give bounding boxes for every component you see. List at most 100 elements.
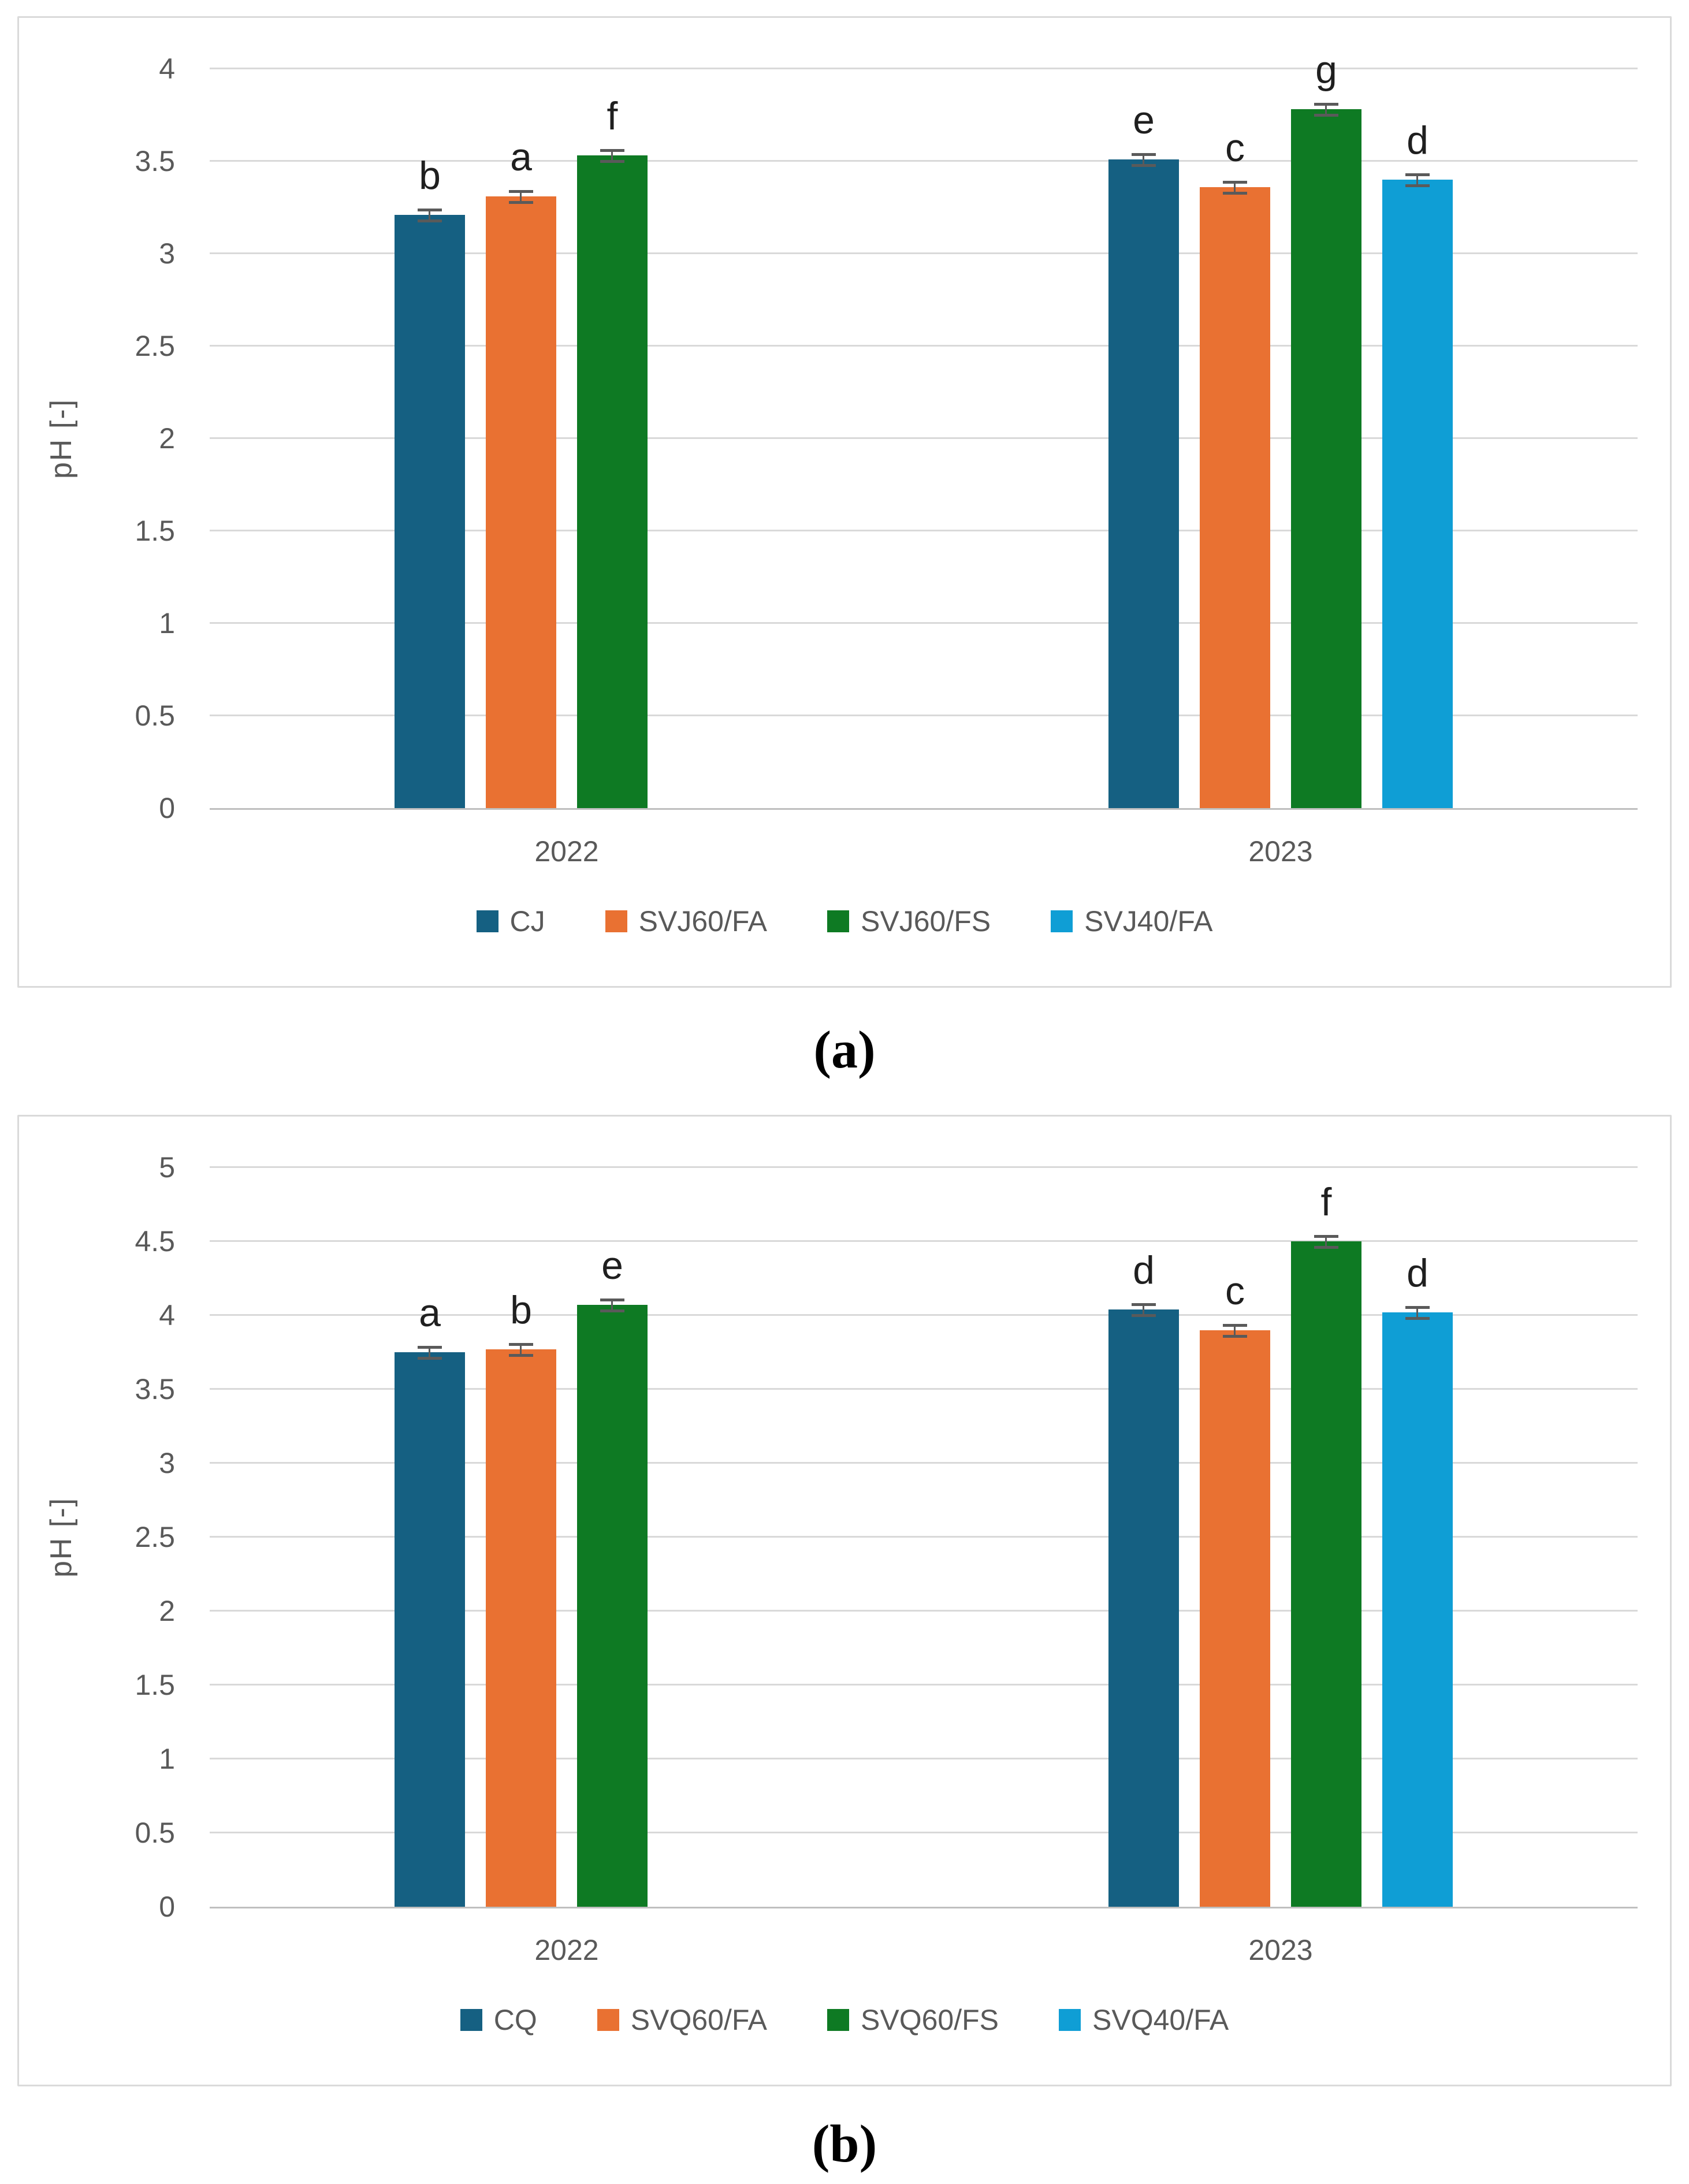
error-bar: [1132, 1303, 1156, 1317]
legend-swatch-icon: [1051, 910, 1073, 932]
y-tick-label: 3.5: [135, 145, 175, 177]
y-tick-label: 0: [159, 1891, 175, 1923]
gridline: [210, 1166, 1638, 1168]
legend-label: SVQ60/FA: [630, 2004, 767, 2036]
plot-area-a: 0 0.5 1 1.5 2 2.5 3 3.5 4 pH [-] b a f e c g d: [44, 50, 1638, 824]
y-tick-label: 2: [159, 422, 175, 455]
legend-item-CJ: CJ: [476, 905, 545, 937]
bar-slot: d: [1108, 1251, 1179, 1907]
bar-SVQ60/FA-2023: c: [1200, 1271, 1270, 1907]
y-tick-label: 2.5: [135, 330, 175, 362]
error-bar: [1223, 181, 1247, 195]
significance-letter: c: [1225, 1269, 1245, 1313]
significance-letter: f: [1320, 1180, 1332, 1224]
bar-SVJ40/FA-2023: d: [1382, 121, 1453, 808]
y-tick-label: 3: [159, 237, 175, 270]
significance-letter: b: [419, 154, 441, 198]
legend-swatch-icon: [460, 2009, 482, 2031]
y-axis-label: pH [-]: [44, 398, 78, 479]
y-tick-label: 1.5: [135, 515, 175, 547]
error-bar: [418, 209, 442, 222]
bar-SVQ60/FS-2023: f: [1291, 1182, 1361, 1907]
gridline: [210, 68, 1638, 69]
bar-slot: e: [1108, 101, 1179, 808]
bar-slot: a: [486, 137, 556, 808]
x-category-label: 2022: [534, 1934, 599, 1966]
bar-SVJ60/FS-2022: f: [577, 96, 648, 808]
error-bar: [1405, 173, 1430, 187]
y-tick-label: 3: [159, 1447, 175, 1479]
x-category-label: 2023: [1248, 1934, 1313, 1966]
bar-group-2023: d c f d: [924, 1167, 1638, 1907]
gridline: [210, 1684, 1638, 1686]
significance-letter: b: [510, 1288, 532, 1332]
legend-item-SVQ60/FA: SVQ60/FA: [597, 2006, 767, 2034]
bar-slot: c: [1200, 1271, 1270, 1907]
legend-label: SVJ60/FA: [638, 905, 767, 937]
gridline: [210, 252, 1638, 254]
y-tick-label: 5: [159, 1151, 175, 1184]
significance-letter: e: [601, 1244, 623, 1288]
legend-label: SVQ40/FA: [1092, 2004, 1229, 2036]
gridline: [210, 1610, 1638, 1612]
y-tick-label: 0.5: [135, 700, 175, 732]
significance-letter: e: [1133, 98, 1155, 142]
legend-swatch-icon: [827, 2009, 849, 2031]
bar-CQ-2022: a: [395, 1293, 465, 1907]
bar-CJ-2022: b: [395, 156, 465, 808]
x-category-label: 2023: [1248, 835, 1313, 868]
bar-slot: b: [395, 156, 465, 808]
bar-slot: c: [1200, 128, 1270, 808]
bar-slot: d: [1382, 1253, 1453, 1907]
gridline: [210, 1462, 1638, 1464]
bar-group-2023: e c g d: [924, 50, 1638, 808]
bar-slot: e: [577, 1246, 648, 1907]
legend-b: CQ SVQ60/FA SVQ60/FS SVQ40/FA: [36, 2006, 1653, 2034]
legend-item-SVQ40/FA: SVQ40/FA: [1059, 2006, 1229, 2034]
y-tick-label: 2.5: [135, 1521, 175, 1553]
gridline: [210, 1240, 1638, 1242]
legend-label: CQ: [493, 2004, 537, 2036]
x-category-label: 2022: [534, 835, 599, 868]
gridline: [210, 1536, 1638, 1538]
gridline: [210, 1758, 1638, 1759]
error-bar: [418, 1346, 442, 1360]
gridline: [210, 1832, 1638, 1833]
y-tick-label: 4: [159, 1299, 175, 1331]
y-tick-label: 1: [159, 1743, 175, 1775]
bar-slot: g: [1291, 50, 1361, 808]
error-bar: [600, 1299, 624, 1312]
gridline: [210, 1314, 1638, 1316]
error-bar: [1314, 103, 1338, 117]
y-tick-label: 3.5: [135, 1373, 175, 1405]
significance-letter: d: [1407, 1251, 1428, 1295]
x-axis-labels: 2022 2023: [210, 1933, 1638, 1967]
bar-slot: d: [1382, 121, 1453, 808]
significance-letter: d: [1133, 1248, 1155, 1292]
significance-letter: f: [607, 94, 618, 138]
significance-letter: d: [1407, 118, 1428, 162]
caption-b: (b): [812, 2114, 877, 2173]
significance-letter: a: [419, 1291, 441, 1335]
y-tick-label: 2: [159, 1595, 175, 1627]
bar-CQ-2023: d: [1108, 1251, 1179, 1907]
bar-SVJ60/FS-2023: g: [1291, 50, 1361, 808]
gridline: [210, 345, 1638, 347]
legend-label: SVJ60/FS: [861, 905, 991, 937]
legend-label: SVJ40/FA: [1084, 905, 1213, 937]
legend-item-SVQ60/FS: SVQ60/FS: [827, 2006, 999, 2034]
bar-group-2022: b a f: [210, 69, 924, 808]
legend-item-CQ: CQ: [460, 2006, 537, 2034]
error-bar: [1314, 1235, 1338, 1249]
error-bar: [1405, 1306, 1430, 1320]
bar-SVQ40/FA-2023: d: [1382, 1253, 1453, 1907]
chart-panel-a: 0 0.5 1 1.5 2 2.5 3 3.5 4 pH [-] b a f e c g d 2022 2023 CJ…: [17, 16, 1672, 988]
bar-SVJ60/FA-2023: c: [1200, 128, 1270, 808]
gridline: [210, 622, 1638, 624]
y-tick-label: 0: [159, 792, 175, 824]
legend-label: CJ: [509, 905, 545, 937]
chart-a: 0 0.5 1 1.5 2 2.5 3 3.5 4 pH [-] b a f e c g d 2022 2023 CJ…: [36, 50, 1653, 936]
bar-slot: a: [395, 1293, 465, 1907]
legend-a: CJ SVJ60/FA SVJ60/FS SVJ40/FA: [36, 907, 1653, 936]
legend-swatch-icon: [1059, 2009, 1081, 2031]
